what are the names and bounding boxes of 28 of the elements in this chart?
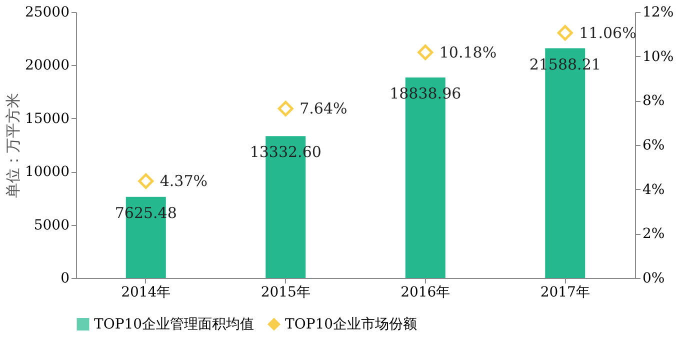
y2-tick-label: 10% — [642, 48, 674, 65]
x-tick-label: 2014年 — [121, 284, 171, 300]
x-tick-label: 2015年 — [260, 284, 310, 300]
legend-label: TOP10企业管理面积均值 — [94, 316, 254, 332]
point — [138, 173, 154, 189]
y2-tick-label: 12% — [642, 4, 674, 20]
y-tick-label: 20000 — [24, 58, 70, 74]
y2-tick-label: 4% — [642, 182, 665, 198]
x-tick-label: 2016年 — [400, 284, 450, 300]
y2-tick-label: 6% — [642, 138, 665, 154]
data-label: 4.37% — [160, 172, 208, 190]
y2-tick-label: 2% — [642, 226, 665, 242]
y-axis-title: 单位：万平方米 — [4, 93, 22, 198]
y2-tick-label: 8% — [642, 93, 665, 110]
y-tick-label: 25000 — [24, 4, 70, 20]
x-tick-label: 2017年 — [540, 284, 590, 300]
y-tick-label: 0 — [60, 270, 70, 286]
legend-label: TOP10企业市场份额 — [285, 316, 418, 332]
data-label: 7.64% — [300, 100, 348, 118]
y-tick-label: 5000 — [34, 217, 70, 234]
data-label: 11.06% — [579, 24, 636, 42]
y2-tick-label: 0% — [642, 270, 665, 286]
y-tick-label: 10000 — [24, 164, 70, 180]
point — [418, 44, 434, 60]
point — [278, 100, 294, 116]
point — [557, 25, 573, 41]
y-tick-label: 15000 — [24, 110, 70, 127]
data-label: 10.18% — [439, 43, 497, 62]
